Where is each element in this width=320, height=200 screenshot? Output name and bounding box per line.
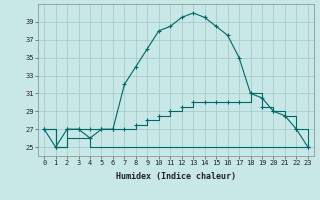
X-axis label: Humidex (Indice chaleur): Humidex (Indice chaleur) [116,172,236,181]
